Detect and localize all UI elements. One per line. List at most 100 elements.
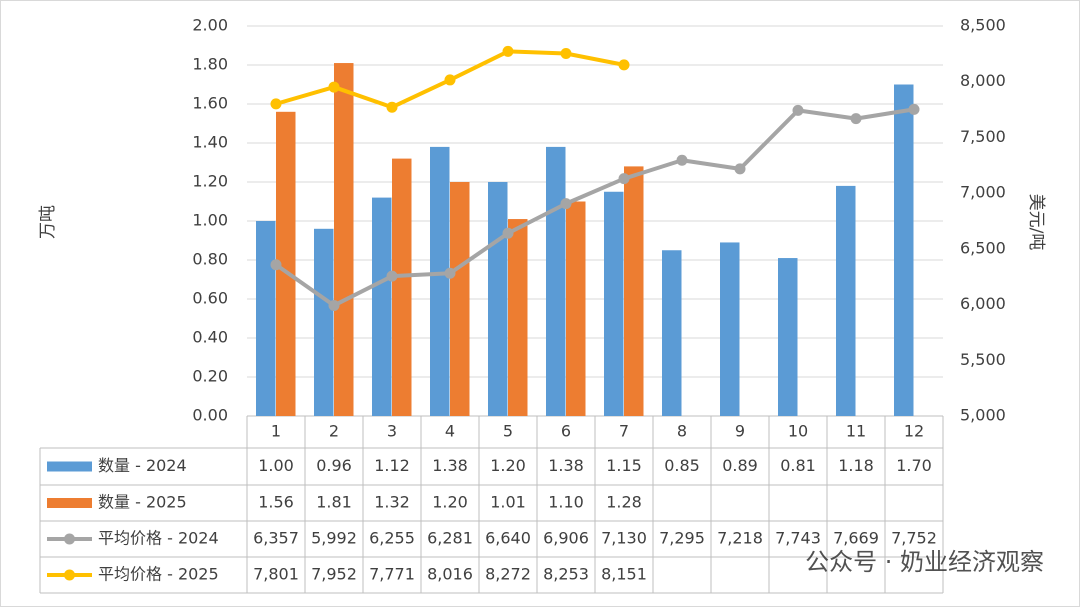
data-label: 1.38 — [432, 456, 468, 475]
y-tick-label: 0.80 — [192, 250, 228, 269]
y2-tick-label: 8,500 — [960, 16, 1006, 35]
data-label: 1.01 — [490, 493, 526, 512]
data-label: 1.10 — [548, 493, 584, 512]
data-label: 1.12 — [374, 456, 410, 475]
y-tick-label: 0.00 — [192, 406, 228, 425]
data-label: 1.32 — [374, 493, 410, 512]
data-label: 1.00 — [258, 456, 294, 475]
marker — [502, 227, 514, 239]
bar — [836, 185, 856, 416]
y2-tick-label: 8,000 — [960, 71, 1006, 90]
data-label: 0.96 — [316, 456, 352, 475]
line — [274, 107, 915, 308]
y2-tick-label: 6,500 — [960, 238, 1006, 257]
data-label: 6,906 — [543, 529, 589, 548]
x-tick-label: 4 — [445, 422, 455, 441]
marker — [328, 81, 340, 93]
x-tick-label: 5 — [503, 422, 513, 441]
bar — [334, 63, 354, 417]
data-label: 1.70 — [896, 456, 932, 475]
x-tick-label: 11 — [846, 422, 866, 441]
data-label: 6,640 — [485, 529, 531, 548]
watermark: 公众号 · 奶业经济观察 — [805, 548, 1044, 576]
bar — [604, 191, 624, 416]
marker — [328, 299, 340, 311]
data-label: 7,295 — [659, 529, 705, 548]
marker — [386, 101, 398, 113]
bar — [662, 250, 682, 416]
marker — [618, 59, 630, 71]
data-label: 7,752 — [891, 529, 937, 548]
data-label: 1.28 — [606, 493, 642, 512]
data-label: 8,253 — [543, 565, 589, 584]
marker — [734, 163, 746, 175]
legend-label: 数量 - 2025 — [98, 493, 187, 512]
data-label: 7,218 — [717, 529, 763, 548]
data-label: 1.15 — [606, 456, 642, 475]
x-tick-label: 9 — [735, 422, 745, 441]
data-label: 6,255 — [369, 529, 415, 548]
bar — [430, 146, 450, 416]
marker — [502, 45, 514, 57]
data-label: 8,272 — [485, 565, 531, 584]
x-tick-label: 8 — [677, 422, 687, 441]
data-label: 7,801 — [253, 565, 299, 584]
marker — [618, 173, 630, 185]
data-label: 5,992 — [311, 529, 357, 548]
y2-axis-label: 美元/吨 — [1026, 194, 1046, 251]
marker — [444, 74, 456, 86]
data-label: 1.38 — [548, 456, 584, 475]
legend-label: 平均价格 - 2024 — [98, 529, 219, 548]
marker — [560, 48, 572, 60]
bar — [314, 228, 334, 416]
data-label: 1.56 — [258, 493, 294, 512]
y2-tick-label: 6,000 — [960, 294, 1006, 313]
x-tick-label: 1 — [271, 422, 281, 441]
bar — [778, 258, 798, 416]
bar — [508, 219, 528, 416]
x-tick-label: 2 — [329, 422, 339, 441]
bar — [372, 197, 392, 416]
data-label: 6,357 — [253, 529, 299, 548]
bar — [256, 221, 276, 416]
y-tick-label: 0.40 — [192, 328, 228, 347]
marker — [792, 104, 804, 116]
marker — [560, 198, 572, 210]
data-label: 7,952 — [311, 565, 357, 584]
x-tick-label: 7 — [619, 422, 629, 441]
bar — [450, 182, 470, 416]
data-label: 0.81 — [780, 456, 816, 475]
x-tick-label: 3 — [387, 422, 397, 441]
bar — [276, 111, 296, 417]
bar — [624, 166, 644, 416]
bar — [488, 182, 508, 416]
y-tick-label: 0.60 — [192, 289, 228, 308]
data-label: 7,130 — [601, 529, 647, 548]
data-label: 0.89 — [722, 456, 758, 475]
marker — [386, 270, 398, 282]
marker — [850, 113, 862, 125]
marker — [908, 103, 920, 115]
legend-key — [47, 461, 92, 472]
data-label: 6,281 — [427, 529, 473, 548]
y-tick-label: 1.20 — [192, 172, 228, 191]
x-tick-label: 6 — [561, 422, 571, 441]
marker — [270, 259, 282, 271]
data-label: 8,016 — [427, 565, 473, 584]
y-axis-label: 万吨 — [38, 205, 58, 239]
data-label: 7,669 — [833, 529, 879, 548]
bar — [546, 146, 566, 416]
y2-tick-label: 7,000 — [960, 183, 1006, 202]
y-tick-label: 1.80 — [192, 55, 228, 74]
data-label: 0.85 — [664, 456, 700, 475]
y-tick-label: 1.00 — [192, 211, 228, 230]
y2-tick-label: 5,500 — [960, 350, 1006, 369]
marker — [270, 98, 282, 110]
y-tick-label: 1.40 — [192, 133, 228, 152]
legend-label: 平均价格 - 2025 — [98, 565, 219, 584]
legend-label: 数量 - 2024 — [98, 456, 187, 475]
data-label: 7,771 — [369, 565, 415, 584]
bar — [566, 201, 586, 416]
